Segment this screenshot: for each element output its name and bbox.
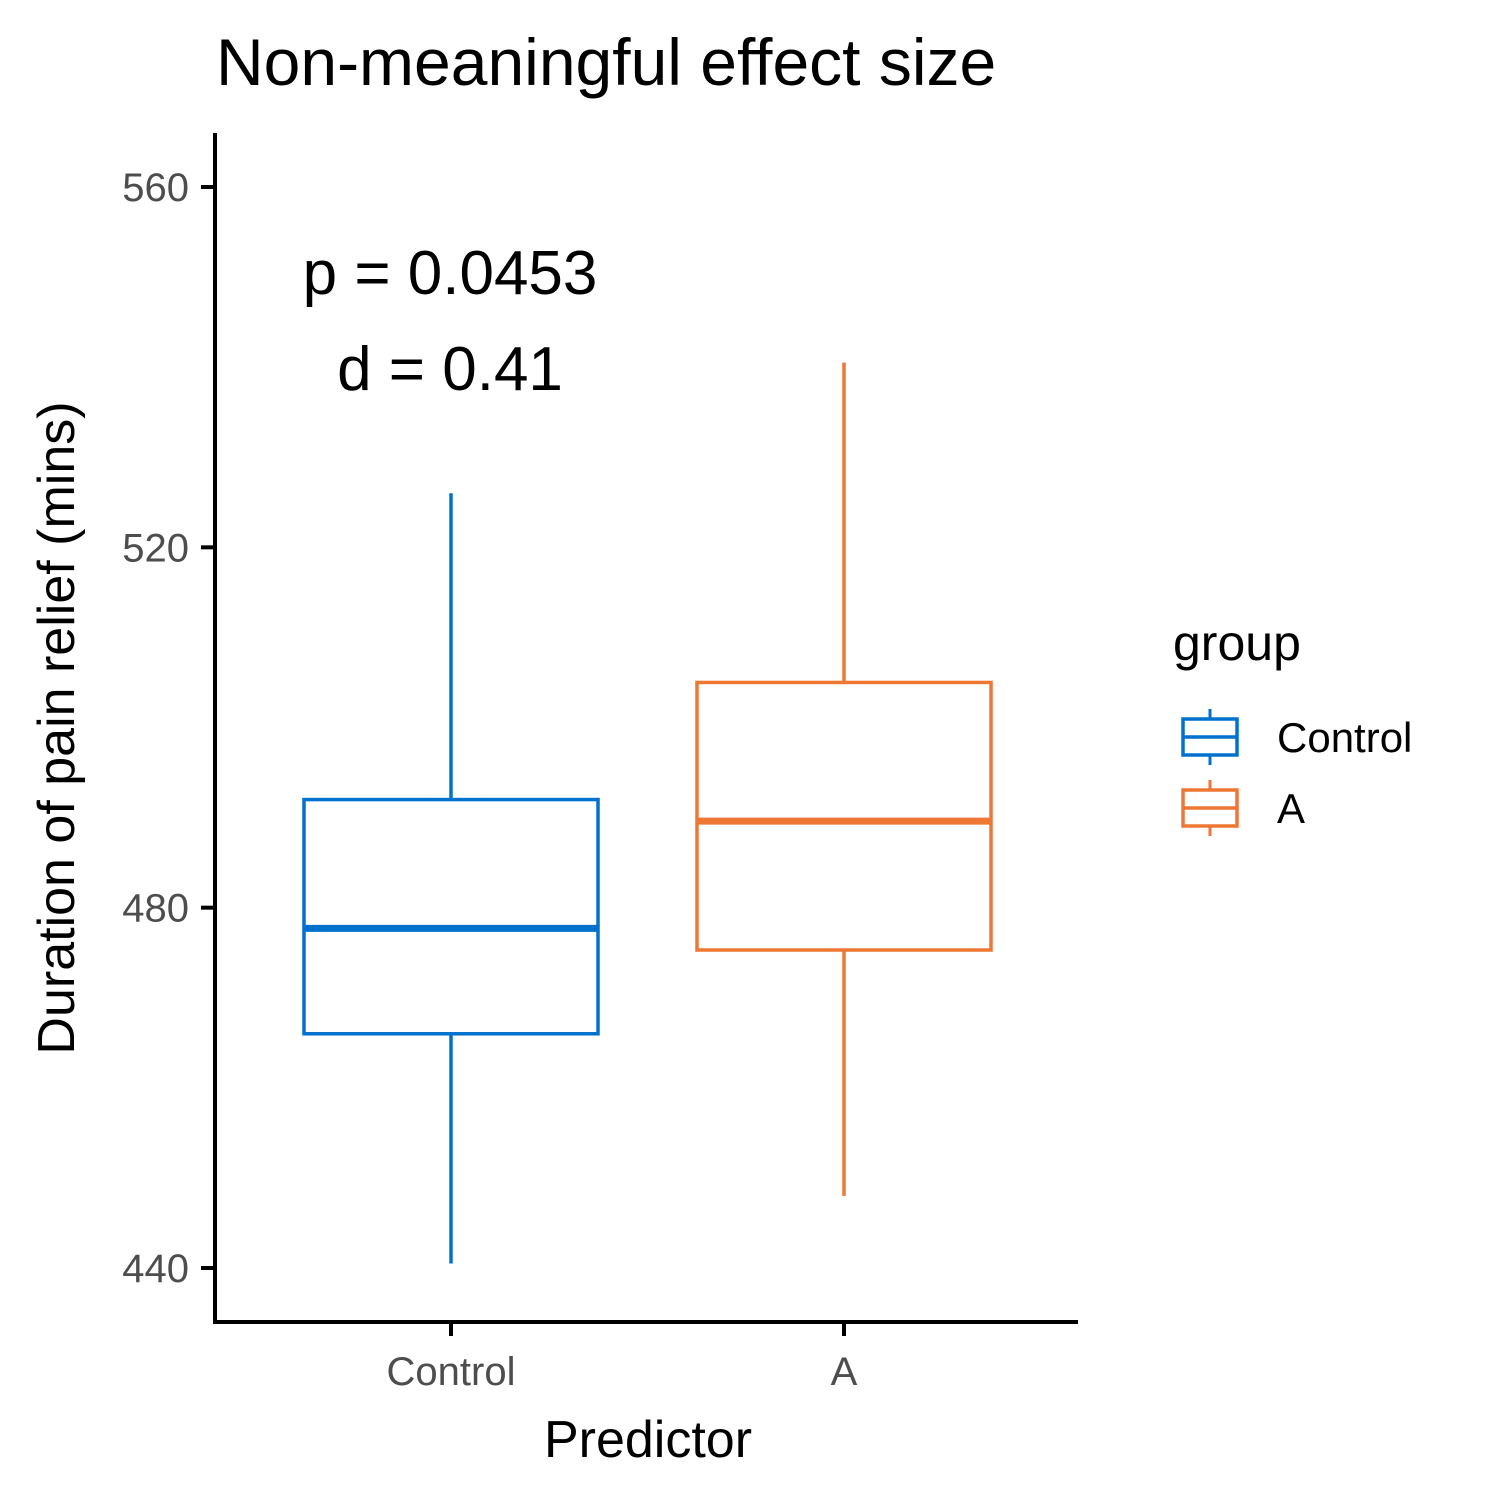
x-axis-title: Predictor — [544, 1411, 752, 1469]
legend-title: group — [1173, 615, 1301, 671]
legend-key-control — [1181, 709, 1239, 765]
x-tick-label-a: A — [831, 1350, 858, 1394]
box-control — [302, 493, 600, 1264]
y-tick-label-560: 560 — [122, 166, 189, 210]
legend-key-a — [1181, 780, 1239, 836]
y-tick-label-520: 520 — [122, 526, 189, 570]
y-tick-label-480: 480 — [122, 887, 189, 931]
y-tick-label-440: 440 — [122, 1247, 189, 1291]
y-axis-title: Duration of pain relief (mins) — [28, 401, 86, 1054]
p-value-annotation: p = 0.0453 — [303, 239, 598, 308]
x-tick-label-control: Control — [387, 1350, 516, 1394]
legend: group Control A — [1173, 615, 1412, 836]
annotations: p = 0.0453 d = 0.41 — [303, 239, 598, 404]
legend-label-a: A — [1277, 785, 1305, 832]
legend-label-control: Control — [1277, 714, 1412, 761]
box-a — [695, 362, 993, 1196]
axes: 440 480 520 560 Control A — [122, 133, 1078, 1394]
boxes — [302, 362, 993, 1264]
effect-size-annotation: d = 0.41 — [337, 335, 563, 404]
iqr-box-a — [695, 680, 993, 952]
chart-title: Non-meaningful effect size — [216, 25, 996, 99]
iqr-box-control — [302, 797, 600, 1036]
